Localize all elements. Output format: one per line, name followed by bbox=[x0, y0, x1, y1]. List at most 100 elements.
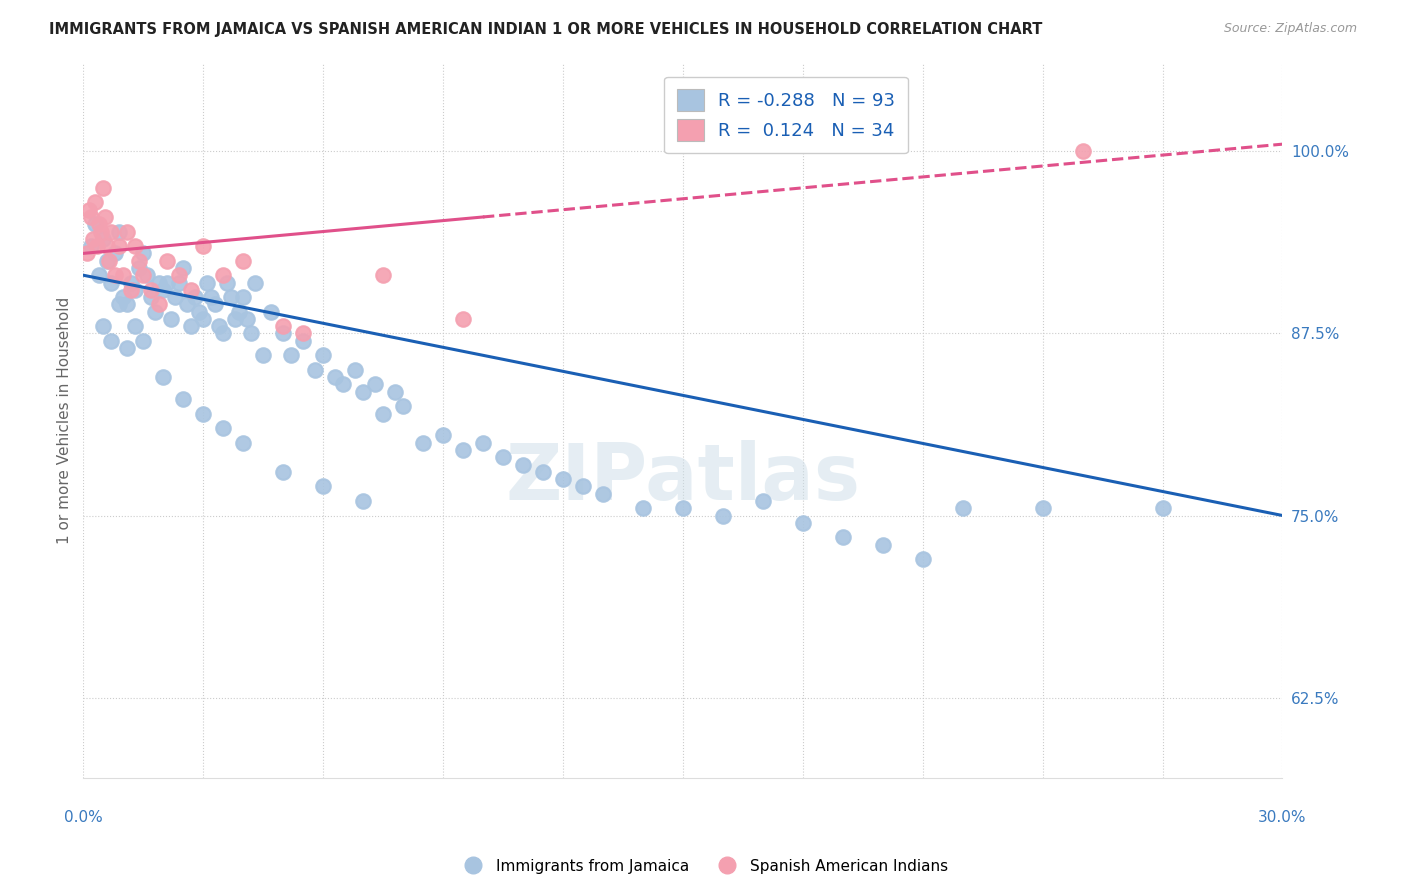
Point bbox=[143, 304, 166, 318]
Point bbox=[371, 268, 394, 283]
Point bbox=[90, 225, 112, 239]
Point bbox=[212, 421, 235, 435]
Point bbox=[232, 253, 254, 268]
Point bbox=[98, 253, 121, 268]
Point bbox=[831, 530, 853, 544]
Point bbox=[100, 334, 122, 348]
Point bbox=[136, 268, 159, 283]
Point bbox=[304, 363, 326, 377]
Point bbox=[323, 370, 346, 384]
Point bbox=[124, 239, 146, 253]
Point bbox=[352, 494, 374, 508]
Point bbox=[451, 442, 474, 457]
Point bbox=[104, 268, 127, 283]
Point bbox=[292, 334, 315, 348]
Point bbox=[384, 384, 406, 399]
Point bbox=[112, 268, 135, 283]
Point bbox=[371, 407, 394, 421]
Point bbox=[79, 202, 101, 217]
Point bbox=[104, 246, 127, 260]
Point bbox=[117, 297, 139, 311]
Point bbox=[84, 217, 107, 231]
Point bbox=[243, 276, 266, 290]
Point bbox=[551, 472, 574, 486]
Legend: Immigrants from Jamaica, Spanish American Indians: Immigrants from Jamaica, Spanish America… bbox=[451, 853, 955, 880]
Point bbox=[84, 195, 107, 210]
Point bbox=[124, 319, 146, 334]
Point bbox=[82, 232, 104, 246]
Point bbox=[260, 304, 283, 318]
Point bbox=[364, 377, 387, 392]
Point bbox=[631, 501, 654, 516]
Point bbox=[280, 348, 302, 362]
Point bbox=[108, 225, 131, 239]
Point bbox=[188, 304, 211, 318]
Point bbox=[195, 276, 218, 290]
Point bbox=[152, 283, 174, 297]
Point bbox=[156, 253, 179, 268]
Point bbox=[219, 290, 242, 304]
Point bbox=[592, 486, 614, 500]
Point bbox=[711, 508, 734, 523]
Point bbox=[1152, 501, 1174, 516]
Point bbox=[512, 458, 534, 472]
Text: ZIPatlas: ZIPatlas bbox=[505, 440, 860, 516]
Point bbox=[108, 297, 131, 311]
Point bbox=[80, 210, 103, 224]
Point bbox=[472, 435, 495, 450]
Point bbox=[89, 217, 111, 231]
Point bbox=[167, 268, 190, 283]
Point bbox=[212, 268, 235, 283]
Point bbox=[232, 290, 254, 304]
Point bbox=[208, 319, 231, 334]
Point bbox=[96, 253, 118, 268]
Point bbox=[117, 225, 139, 239]
Text: 30.0%: 30.0% bbox=[1258, 810, 1306, 825]
Text: 0.0%: 0.0% bbox=[63, 810, 103, 825]
Point bbox=[193, 312, 215, 326]
Point bbox=[100, 225, 122, 239]
Point bbox=[344, 363, 367, 377]
Point bbox=[167, 276, 190, 290]
Point bbox=[172, 260, 194, 275]
Point bbox=[312, 479, 335, 493]
Point bbox=[1032, 501, 1054, 516]
Point bbox=[152, 370, 174, 384]
Point bbox=[165, 290, 187, 304]
Point bbox=[872, 538, 894, 552]
Point bbox=[292, 326, 315, 341]
Point bbox=[193, 407, 215, 421]
Y-axis label: 1 or more Vehicles in Household: 1 or more Vehicles in Household bbox=[58, 297, 72, 544]
Point bbox=[112, 290, 135, 304]
Point bbox=[180, 283, 202, 297]
Text: IMMIGRANTS FROM JAMAICA VS SPANISH AMERICAN INDIAN 1 OR MORE VEHICLES IN HOUSEHO: IMMIGRANTS FROM JAMAICA VS SPANISH AMERI… bbox=[49, 22, 1043, 37]
Point bbox=[132, 268, 155, 283]
Point bbox=[76, 246, 98, 260]
Point bbox=[172, 392, 194, 406]
Point bbox=[352, 384, 374, 399]
Point bbox=[217, 276, 239, 290]
Point bbox=[128, 253, 150, 268]
Point bbox=[176, 297, 198, 311]
Point bbox=[141, 283, 163, 297]
Point bbox=[392, 399, 415, 413]
Point bbox=[86, 239, 108, 253]
Point bbox=[492, 450, 515, 465]
Point bbox=[451, 312, 474, 326]
Point bbox=[271, 319, 294, 334]
Point bbox=[236, 312, 259, 326]
Point bbox=[184, 290, 207, 304]
Point bbox=[312, 348, 335, 362]
Point bbox=[332, 377, 354, 392]
Point bbox=[412, 435, 434, 450]
Point bbox=[792, 516, 814, 530]
Point bbox=[572, 479, 595, 493]
Point bbox=[212, 326, 235, 341]
Legend: R = -0.288   N = 93, R =  0.124   N = 34: R = -0.288 N = 93, R = 0.124 N = 34 bbox=[664, 77, 908, 153]
Point bbox=[141, 290, 163, 304]
Point bbox=[271, 326, 294, 341]
Point bbox=[148, 297, 170, 311]
Point bbox=[531, 465, 554, 479]
Point bbox=[160, 312, 183, 326]
Point bbox=[180, 319, 202, 334]
